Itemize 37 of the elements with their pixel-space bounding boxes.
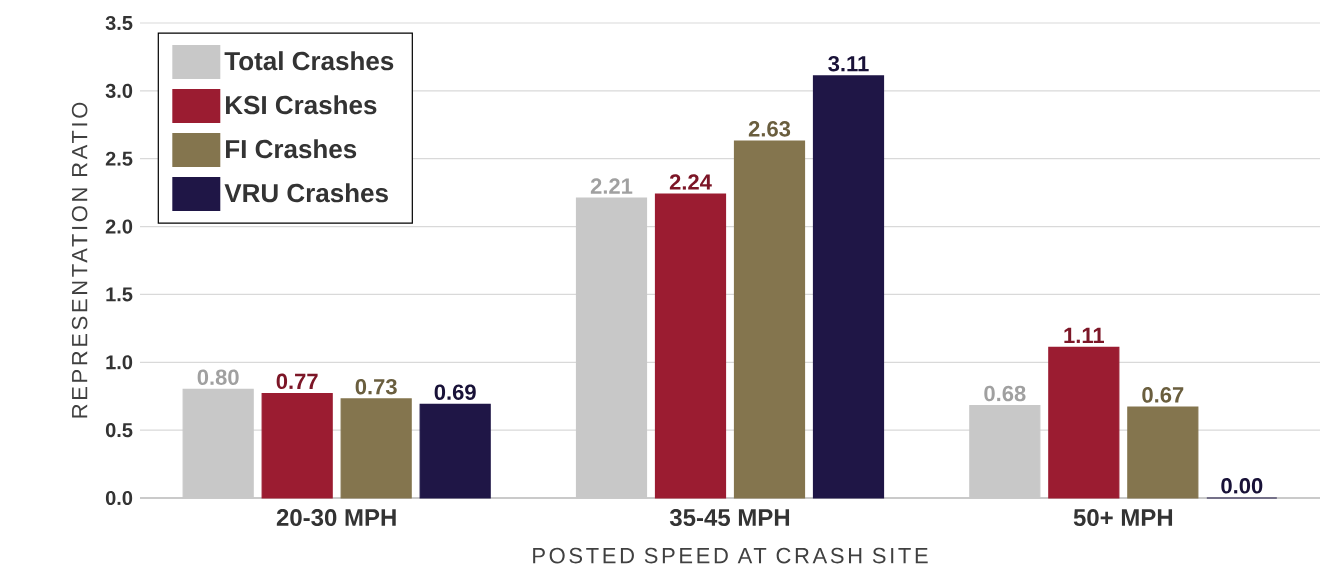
text: 1.5 — [106, 287, 133, 302]
data-label: 0.80 — [197, 369, 239, 386]
data-label: 1.11 — [1064, 327, 1104, 343]
bar — [733, 140, 806, 499]
x-tick-label: 50+ MPH — [1073, 509, 1173, 527]
bar — [1127, 406, 1199, 499]
data-label: 0.67 — [1142, 387, 1184, 403]
data-label: 2.21 — [590, 178, 633, 194]
x-tick-label: 20-30 MPH — [276, 509, 396, 527]
bar — [419, 403, 491, 499]
y-axis-title: REPRESENTATION RATIO — [71, 102, 88, 418]
text: 0.0 — [105, 490, 133, 506]
text: 2.5 — [105, 151, 133, 166]
text: 3.5 — [105, 15, 133, 31]
data-label: 3.11 — [828, 55, 869, 72]
text: 0.5 — [105, 423, 133, 438]
bar — [654, 193, 727, 499]
data-label: 0.69 — [434, 384, 476, 400]
legend-label: Total Crashes — [224, 51, 394, 71]
data-label: 2.24 — [669, 174, 712, 190]
text: 1.0 — [106, 355, 133, 370]
bar — [261, 392, 333, 499]
data-label: 0.68 — [984, 385, 1026, 402]
text: 3.0 — [105, 83, 133, 98]
data-label: 0.00 — [1221, 478, 1263, 494]
data-label: 0.73 — [355, 378, 397, 395]
text: 2.0 — [105, 219, 133, 234]
x-axis-title: POSTED SPEED AT CRASH SITE — [533, 547, 928, 564]
x-tick-label: 35-45 MPH — [669, 509, 790, 527]
bar — [812, 75, 885, 499]
data-label: 2.63 — [748, 121, 791, 137]
legend-label: VRU Crashes — [224, 183, 388, 203]
data-label: 0.77 — [276, 373, 318, 390]
legend-label: KSI Crashes — [226, 95, 377, 115]
bar — [340, 398, 412, 499]
legend-label: FI Crashes — [226, 139, 357, 159]
bar — [1048, 346, 1120, 499]
